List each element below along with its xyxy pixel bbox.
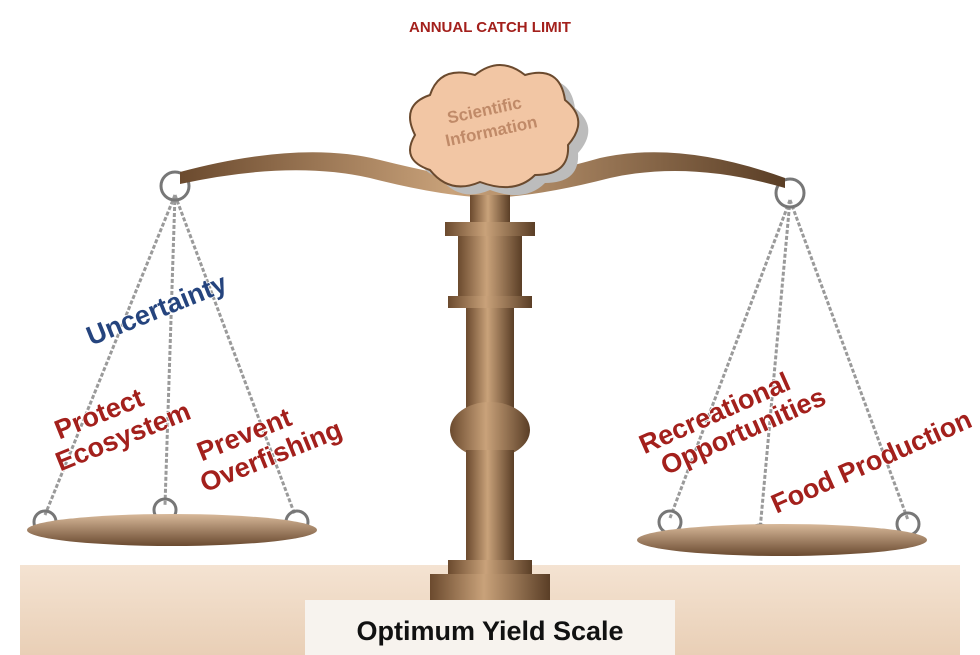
caption: Optimum Yield Scale — [356, 616, 623, 646]
beam — [180, 152, 785, 198]
title: ANNUAL CATCH LIMIT — [409, 19, 571, 36]
label-line: Uncertainty — [82, 268, 231, 351]
cloud — [409, 64, 589, 196]
prevent-label: Prevent Overfishing — [185, 386, 347, 498]
chains — [43, 194, 910, 531]
uncertainty-label: Uncertainty — [82, 268, 231, 351]
caption-box — [305, 600, 675, 655]
left-pan — [27, 514, 317, 546]
right-pan — [637, 524, 927, 556]
protect-label: Protect Ecosystem — [40, 368, 195, 477]
pillar — [430, 195, 550, 600]
recreational-label: Recreational Opportunities — [635, 356, 831, 486]
